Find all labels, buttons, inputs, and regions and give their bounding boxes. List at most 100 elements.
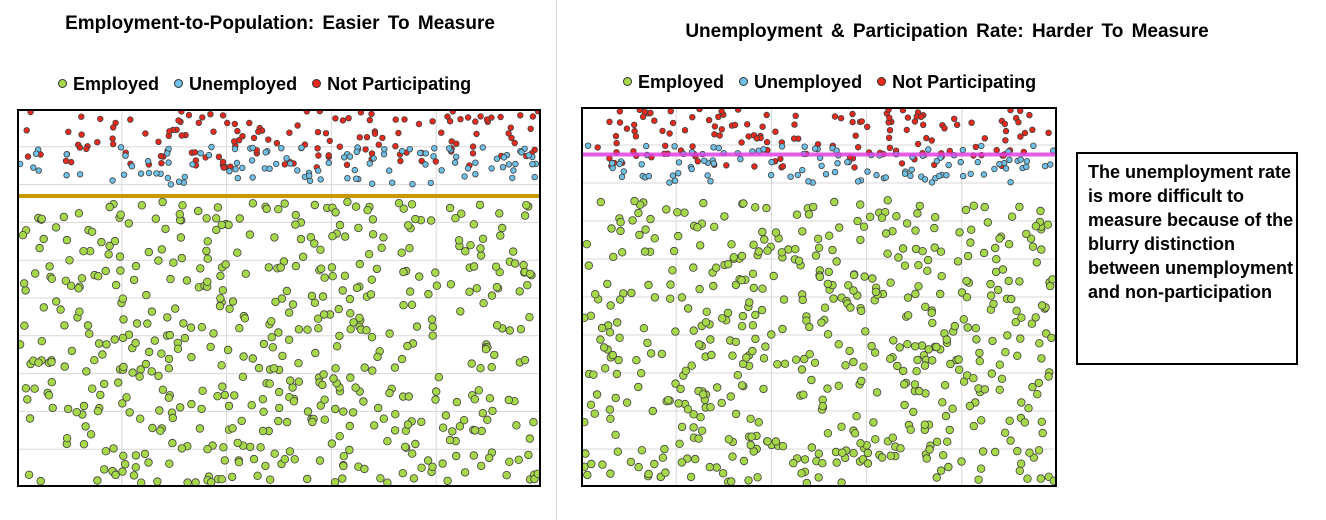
point-unemployed (63, 151, 70, 158)
point-employed (224, 401, 234, 411)
point-employed (202, 214, 211, 223)
point-unemployed (505, 161, 513, 168)
point-employed (270, 449, 279, 458)
point-not-participating (508, 134, 515, 142)
point-unemployed (980, 171, 988, 178)
point-employed (245, 442, 255, 452)
point-not-participating (1029, 126, 1036, 133)
point-employed (217, 220, 226, 230)
point-employed (805, 322, 814, 332)
point-employed (677, 293, 687, 302)
point-employed (702, 307, 711, 316)
point-unemployed (464, 165, 472, 172)
point-employed (900, 400, 909, 410)
point-employed (791, 244, 800, 254)
point-employed (428, 322, 437, 332)
point-unemployed (787, 173, 794, 180)
point-employed (474, 386, 483, 395)
point-employed (622, 398, 632, 407)
point-employed (151, 214, 160, 223)
point-employed (370, 421, 379, 430)
point-employed (415, 272, 424, 281)
point-not-participating (923, 134, 930, 142)
point-employed (320, 415, 329, 424)
point-employed (727, 240, 736, 249)
point-unemployed (438, 167, 445, 174)
point-employed (74, 284, 83, 293)
point-employed (61, 276, 70, 285)
point-not-participating (527, 125, 534, 132)
legend-employed: Employed (623, 72, 724, 93)
point-employed (807, 443, 816, 452)
point-employed (930, 223, 939, 233)
point-employed (39, 303, 48, 312)
point-employed (351, 202, 361, 211)
point-employed (582, 239, 592, 249)
point-not-participating (759, 123, 766, 130)
point-employed (316, 401, 325, 410)
point-employed (158, 385, 168, 394)
point-unemployed (35, 167, 42, 174)
point-employed (630, 196, 639, 206)
point-employed (849, 286, 858, 295)
point-unemployed (205, 151, 213, 159)
point-employed (339, 407, 348, 416)
point-employed (327, 439, 337, 448)
point-employed (1017, 313, 1026, 322)
point-unemployed (451, 159, 459, 166)
point-employed (487, 363, 496, 372)
point-unemployed (226, 168, 233, 175)
point-employed (694, 434, 703, 443)
point-employed (1000, 428, 1010, 437)
point-employed (62, 235, 72, 245)
point-employed (820, 303, 830, 312)
point-employed (886, 354, 895, 363)
point-employed (1013, 446, 1022, 456)
point-not-participating (395, 129, 402, 137)
point-employed (1013, 351, 1022, 360)
point-employed (590, 289, 600, 299)
point-unemployed (642, 142, 650, 150)
point-employed (789, 458, 798, 468)
point-not-participating (127, 116, 134, 123)
point-employed (443, 476, 452, 486)
point-employed (391, 410, 400, 419)
point-employed (634, 462, 643, 472)
point-employed (590, 409, 599, 418)
point-employed (401, 442, 410, 451)
point-employed (798, 227, 807, 236)
point-not-participating (858, 118, 865, 125)
point-not-participating (529, 113, 537, 120)
point-employed (267, 317, 276, 326)
point-employed (683, 405, 693, 414)
point-not-participating (745, 133, 752, 140)
point-not-participating (83, 145, 90, 153)
point-unemployed (427, 179, 434, 187)
legend-employed-marker (58, 78, 67, 88)
point-employed (363, 205, 372, 215)
point-employed (978, 447, 988, 456)
point-employed (1016, 334, 1025, 343)
point-not-participating (920, 121, 927, 128)
point-unemployed (799, 166, 806, 174)
point-employed (282, 286, 291, 296)
point-employed (456, 307, 465, 316)
point-employed (164, 393, 173, 402)
point-employed (699, 198, 708, 208)
point-not-participating (23, 127, 30, 134)
point-employed (1038, 428, 1047, 438)
point-employed (660, 444, 669, 454)
point-not-participating (379, 134, 386, 142)
point-employed (849, 270, 859, 280)
point-employed (110, 236, 120, 246)
point-employed (753, 473, 762, 482)
point-unemployed (231, 145, 239, 153)
point-employed (975, 356, 984, 366)
point-employed (599, 343, 609, 352)
point-employed (405, 243, 414, 253)
point-employed (925, 445, 934, 454)
point-unemployed (386, 167, 393, 174)
point-employed (637, 369, 646, 378)
point-employed (320, 273, 329, 282)
point-employed (407, 200, 417, 209)
